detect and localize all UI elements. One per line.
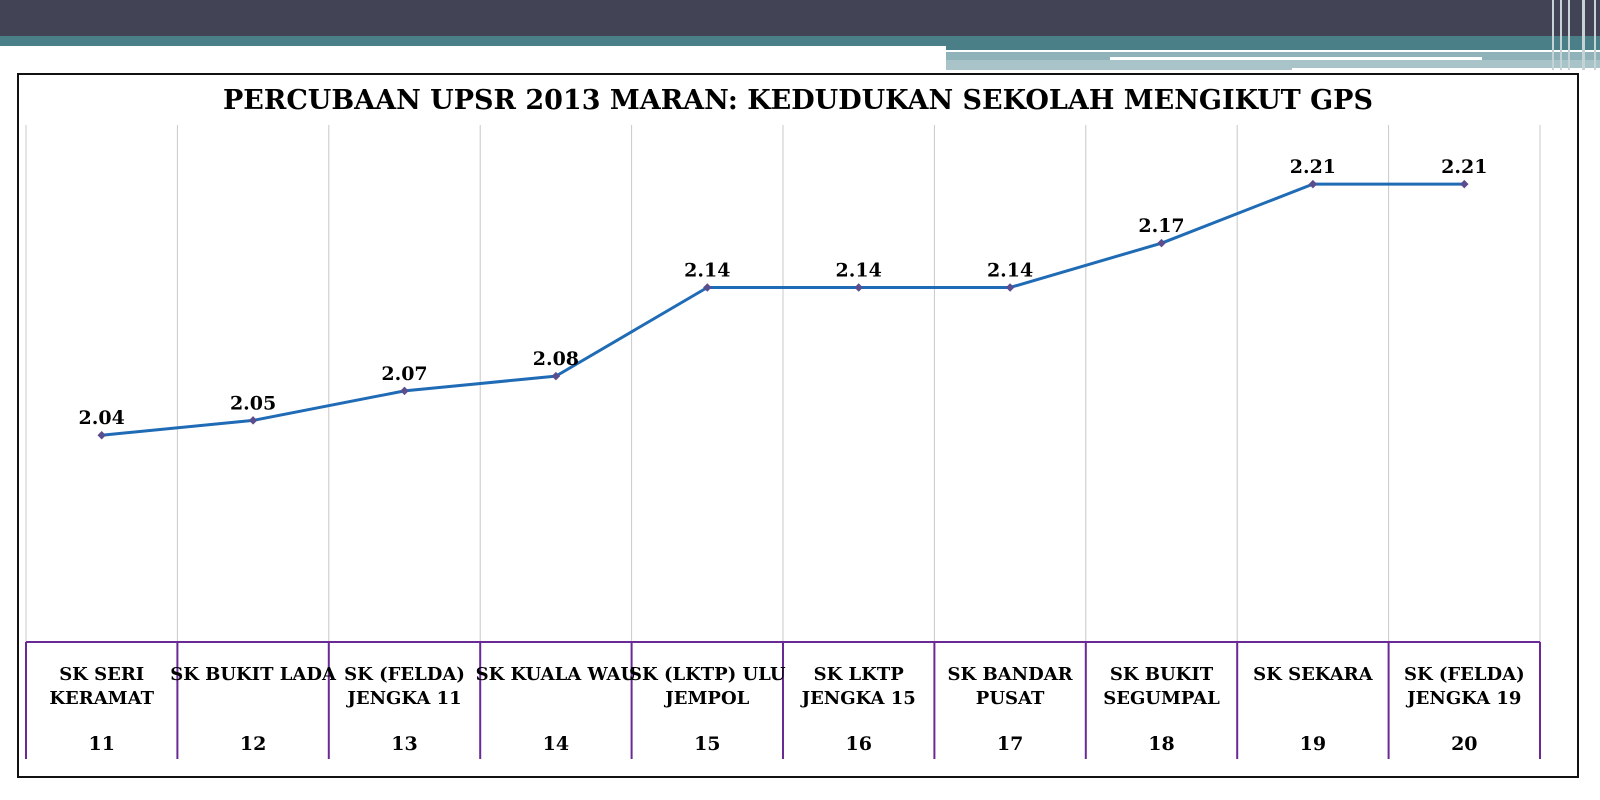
data-label: 2.04 [79, 407, 125, 429]
data-point [703, 283, 712, 292]
category-label: JENGKA 11 [345, 688, 461, 709]
category-label: SK (FELDA) [1404, 664, 1525, 685]
data-point [854, 283, 863, 292]
data-label: 2.21 [1290, 156, 1336, 178]
category-label: KERAMAT [49, 688, 154, 709]
data-label: 2.14 [836, 259, 882, 281]
category-label: SK (FELDA) [344, 664, 465, 685]
rank-label: 14 [543, 733, 569, 755]
rank-label: 20 [1451, 733, 1477, 755]
category-label: JENGKA 19 [1405, 688, 1521, 709]
data-label: 2.21 [1441, 156, 1487, 178]
rank-label: 15 [694, 733, 720, 755]
category-label: JENGKA 15 [800, 688, 916, 709]
rank-label: 16 [845, 733, 871, 755]
data-point [97, 430, 106, 440]
category-label: SK BUKIT LADA [170, 664, 337, 685]
category-label: SK LKTP [814, 664, 905, 685]
chart-title: PERCUBAAN UPSR 2013 MARAN: KEDUDUKAN SEK… [223, 85, 1373, 116]
data-label: 2.08 [533, 348, 579, 370]
header-white-strip-lower [1292, 68, 1600, 71]
data-point [1308, 179, 1318, 189]
data-point [248, 416, 258, 425]
category-label: SK BANDAR [948, 664, 1074, 685]
category-label: SK SERI [59, 664, 144, 685]
data-point [551, 371, 561, 381]
data-label: 2.17 [1138, 215, 1184, 237]
line-chart: 2.04 2.05 2.07 2.08 2.14 2.14 2.14 2.17 2.21 2.21… [25, 125, 1541, 759]
category-label: SK (LKTP) ULU [629, 664, 786, 685]
data-label: 2.14 [684, 259, 730, 281]
category-label: JEMPOL [663, 688, 749, 709]
data-point [1157, 238, 1166, 248]
category-label: SK BUKIT [1110, 664, 1214, 685]
rank-label: 19 [1300, 733, 1326, 755]
header-white-line [0, 46, 946, 51]
header-stripe-light [946, 60, 1600, 70]
data-point [1460, 179, 1469, 189]
chart-frame: PERCUBAAN UPSR 2013 MARAN: KEDUDUKAN SEK… [17, 73, 1579, 778]
header-stripe [946, 52, 1600, 60]
header-bar-dark [0, 0, 1600, 36]
rank-label: 13 [391, 733, 417, 755]
data-label: 2.14 [987, 259, 1033, 281]
header-white-strip [1110, 57, 1482, 60]
data-point [400, 386, 409, 396]
data-label: 2.05 [230, 392, 276, 414]
rank-label: 12 [240, 733, 266, 755]
category-label: SEGUMPAL [1103, 688, 1220, 709]
category-label: SK KUALA WAU [476, 664, 637, 685]
category-label: SK SEKARA [1253, 664, 1373, 685]
series-line [101, 182, 1465, 437]
rank-label: 18 [1148, 733, 1174, 755]
data-label: 2.07 [381, 363, 427, 385]
data-point [1005, 283, 1015, 292]
category-label: PUSAT [976, 688, 1045, 709]
rank-label: 17 [997, 733, 1023, 755]
rank-label: 11 [88, 733, 114, 755]
corner-decoration [1548, 0, 1600, 70]
